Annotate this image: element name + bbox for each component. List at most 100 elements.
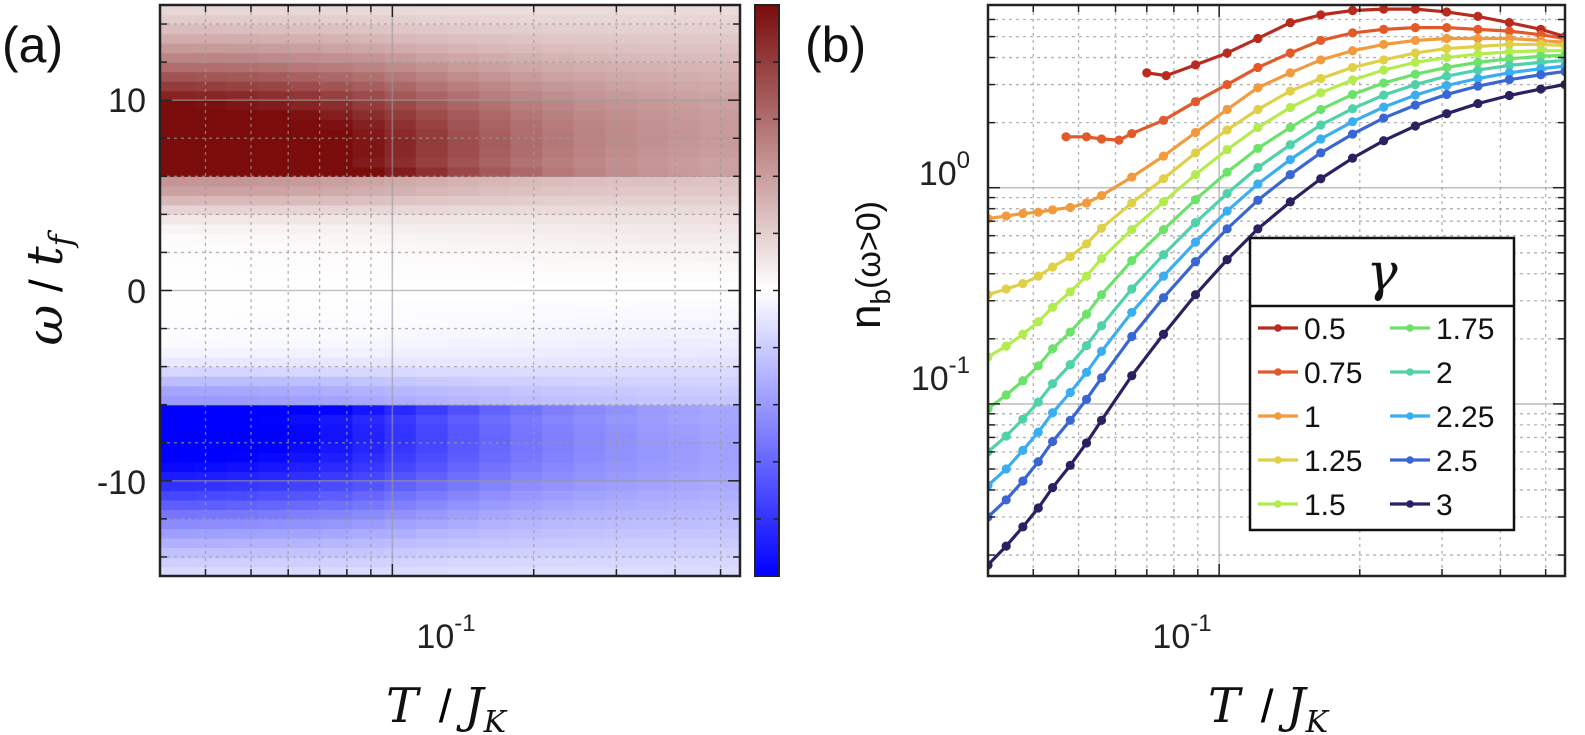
data-point	[1379, 5, 1389, 14]
heatmap-cell	[668, 357, 701, 368]
heatmap-cell	[226, 461, 259, 472]
heatmap-cell	[542, 395, 575, 406]
heatmap-cell	[160, 395, 196, 406]
heatmap-cell	[160, 376, 196, 387]
heatmap-cell	[668, 490, 701, 501]
heatmap-cell	[447, 442, 480, 453]
heatmap-cell	[289, 90, 322, 101]
data-point	[1285, 18, 1295, 28]
heatmap-cell	[542, 195, 575, 206]
heatmap-cell	[573, 24, 606, 35]
heatmap-cell	[479, 471, 512, 482]
heatmap-cell	[415, 347, 449, 358]
heatmap-cell	[699, 423, 740, 434]
data-point	[1379, 24, 1389, 34]
heatmap-cell	[542, 138, 575, 149]
heatmap-cell	[194, 499, 228, 510]
heatmap-cell	[668, 204, 701, 215]
heatmap-cell	[605, 452, 638, 463]
heatmap-cell	[605, 509, 638, 520]
heatmap-cell	[352, 242, 386, 254]
heatmap-cell	[226, 62, 259, 73]
heatmap-cell	[289, 461, 322, 472]
heatmap-cell	[479, 395, 512, 406]
data-point	[1190, 127, 1201, 138]
heatmap-cell	[542, 119, 575, 130]
heatmap-cell	[289, 119, 322, 130]
data-point	[1222, 145, 1232, 155]
heatmap-cell	[258, 62, 290, 73]
heatmap-cell	[415, 290, 449, 301]
heatmap-cell	[605, 176, 638, 187]
heatmap-cell	[258, 43, 290, 54]
heatmap-cell	[384, 480, 417, 491]
data-point	[1504, 39, 1514, 50]
heatmap-cell	[289, 271, 322, 282]
data-point	[1018, 279, 1028, 289]
data-point	[1504, 90, 1514, 101]
heatmap-cell	[384, 233, 417, 244]
heatmap-cell	[226, 528, 259, 539]
heatmap-cell	[542, 309, 575, 320]
heatmap-cell	[289, 499, 322, 510]
heatmap-cell	[415, 166, 449, 177]
heatmap-cell	[320, 128, 354, 139]
legend-label: 3	[1436, 489, 1453, 522]
panel-a-xtick-exp: -1	[454, 610, 475, 637]
heatmap-cell	[226, 452, 259, 463]
heatmap-cell	[668, 252, 701, 263]
heatmap-cell	[699, 442, 740, 453]
data-point	[1001, 341, 1011, 351]
heatmap-cell	[636, 509, 669, 520]
data-point	[1316, 104, 1326, 115]
data-point	[1285, 154, 1295, 165]
heatmap-cell	[320, 176, 354, 187]
heatmap-cell	[160, 385, 196, 396]
panel-a-ylabel: ω / tf	[16, 229, 80, 345]
heatmap-cell	[573, 547, 606, 558]
heatmap-cell	[573, 71, 606, 82]
heatmap-cell	[160, 338, 196, 349]
heatmap-cell	[160, 128, 196, 139]
heatmap-cell	[384, 62, 417, 73]
heatmap-cell	[479, 195, 512, 206]
heatmap-cell	[636, 33, 669, 44]
heatmap-cell	[194, 147, 228, 158]
heatmap-cell	[573, 195, 606, 206]
heatmap-cell	[160, 62, 196, 73]
heatmap-cell	[447, 395, 480, 406]
heatmap-cell	[447, 499, 480, 510]
data-point	[1442, 33, 1452, 44]
heatmap-cell	[320, 338, 354, 349]
panel-b-ytick-0.1: 10-1	[911, 352, 970, 398]
heatmap-cell	[226, 109, 259, 120]
heatmap-cell	[226, 423, 259, 434]
legend-label: 1.25	[1304, 445, 1362, 478]
heatmap-cell	[699, 414, 740, 425]
heatmap-cell	[258, 71, 290, 82]
heatmap-cell	[320, 261, 354, 273]
heatmap-cell	[352, 195, 386, 206]
heatmap-cell	[479, 166, 512, 177]
panel-b-xlabel-slash: /	[1248, 680, 1286, 732]
legend-marker	[1274, 500, 1282, 508]
heatmap-cell	[605, 100, 638, 111]
series-2.5	[988, 66, 1565, 522]
heatmap-cell	[605, 480, 638, 491]
heatmap-cell	[573, 52, 606, 63]
heatmap-cell	[668, 309, 701, 320]
heatmap-cell	[226, 338, 259, 349]
heatmap-cell	[415, 395, 449, 406]
heatmap-cell	[542, 423, 575, 434]
heatmap-cell	[573, 347, 606, 358]
heatmap-cell	[289, 452, 322, 463]
heatmap-cell	[542, 62, 575, 73]
heatmap-cell	[226, 81, 259, 92]
heatmap-cell	[226, 300, 259, 311]
heatmap-cell	[258, 366, 290, 377]
heatmap-cell	[447, 71, 480, 82]
data-point	[1018, 445, 1028, 455]
heatmap-cell	[605, 166, 638, 177]
heatmap-cell	[447, 109, 480, 120]
data-point	[1536, 57, 1546, 67]
